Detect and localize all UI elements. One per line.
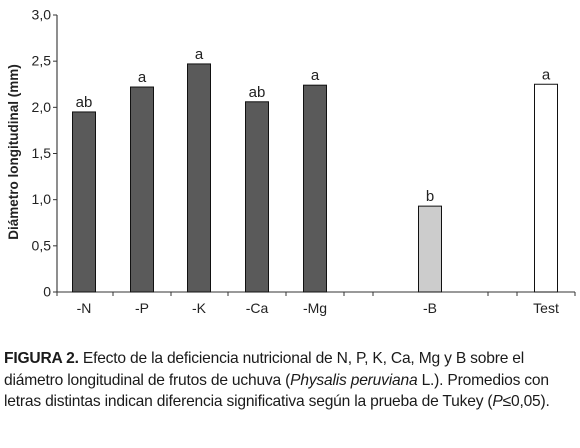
y-tick-label: 0,5 bbox=[32, 237, 52, 253]
caption-text-1: Efecto de la deficiencia nutricional de … bbox=[4, 350, 525, 389]
significance-letter: ab bbox=[249, 84, 266, 101]
significance-letter: b bbox=[426, 188, 434, 205]
significance-letter: a bbox=[195, 46, 204, 63]
caption-text-3: ≤0,05). bbox=[502, 393, 550, 410]
y-tick-label: 2,0 bbox=[32, 99, 52, 115]
x-tick-label: -Mg bbox=[303, 300, 327, 316]
y-axis: 0 0,5 1,0 1,5 2,0 2,5 3,0 bbox=[32, 7, 58, 300]
x-tick-label: Test bbox=[533, 300, 559, 316]
y-tick-label: 3,0 bbox=[32, 7, 52, 23]
significance-letter: a bbox=[311, 67, 320, 84]
significance-letter: a bbox=[138, 69, 147, 86]
caption-text-2: L.). Promedios con letras distintas indi… bbox=[4, 371, 549, 411]
caption-p-symbol: P bbox=[492, 393, 503, 410]
significance-letter: a bbox=[542, 66, 551, 83]
y-tick-label: 1,5 bbox=[32, 145, 52, 161]
y-tick-label: 2,5 bbox=[32, 53, 52, 69]
caption-label: FIGURA 2. bbox=[4, 350, 79, 367]
x-tick-label: -P bbox=[135, 300, 149, 316]
caption-species: Physalis peruviana bbox=[290, 371, 418, 389]
bar bbox=[187, 63, 211, 293]
x-tick-label: -K bbox=[192, 300, 207, 316]
figure-caption: FIGURA 2. Efecto de la deficiencia nutri… bbox=[4, 348, 578, 413]
x-axis bbox=[56, 291, 576, 296]
x-tick-label: -N bbox=[77, 300, 92, 316]
y-tick-label: 0 bbox=[43, 284, 51, 300]
bar bbox=[72, 111, 96, 293]
bar bbox=[130, 86, 154, 293]
bar bbox=[418, 205, 442, 293]
bar bbox=[303, 84, 327, 293]
significance-letter: ab bbox=[76, 94, 93, 111]
y-axis-label: Diámetro longitudinal (mm) bbox=[6, 64, 21, 240]
x-tick-label: -B bbox=[423, 300, 437, 316]
x-tick-label: -Ca bbox=[246, 300, 269, 316]
y-tick-label: 1,0 bbox=[32, 191, 52, 207]
bar bbox=[534, 83, 558, 293]
bars: ab -N a -P a -K ab -Ca a -Mg b -B a Test bbox=[72, 46, 559, 316]
bar-chart: Diámetro longitudinal (mm) 0 0,5 1,0 1,5 2,0… bbox=[6, 7, 576, 316]
bar bbox=[245, 101, 269, 293]
